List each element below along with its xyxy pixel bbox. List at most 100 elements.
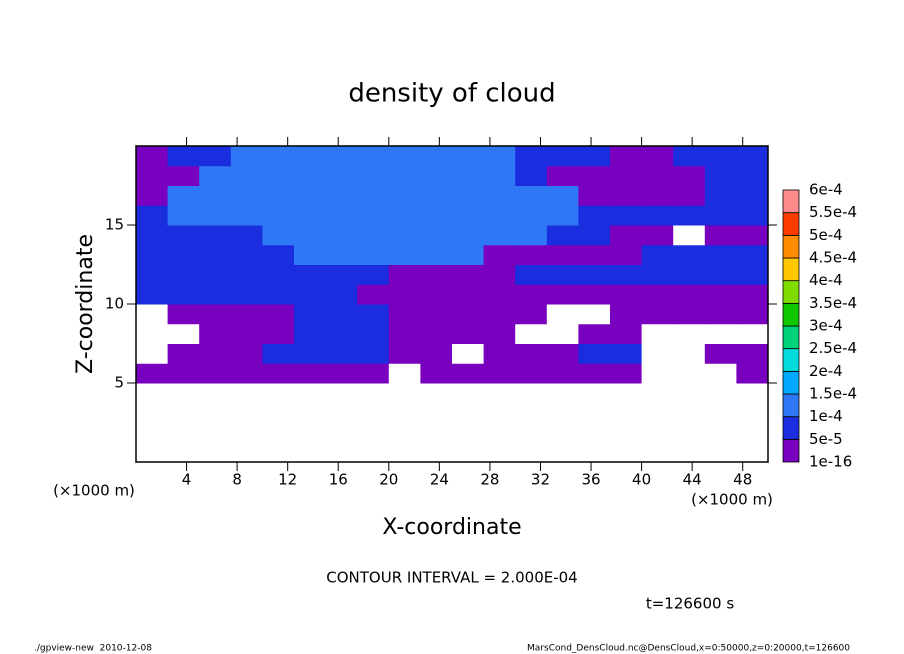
contour-cell [452,165,485,186]
contour-cell [515,146,548,167]
footer-left: ./gpview-new 2010-12-08 [34,644,152,654]
contour-cell [294,165,327,186]
contour-cell [515,165,548,186]
contour-cell [357,165,390,186]
contour-cell [546,343,579,364]
contour-cell [736,442,769,463]
contour-cell [515,422,548,443]
contour-cell [704,422,737,443]
contour-cell [167,343,200,364]
contour-cell [515,323,548,344]
contour-cell [452,185,485,206]
x-tick-label: 24 [430,471,449,489]
contour-cell [546,165,579,186]
contour-cell [483,264,516,285]
contour-cell [230,205,263,226]
contour-cell [641,146,674,167]
contour-cell [736,185,769,206]
contour-cell [452,422,485,443]
contour-cell [610,264,643,285]
contour-cell [578,323,611,344]
contour-cell [167,244,200,265]
contour-cell [294,442,327,463]
contour-cell [610,363,643,384]
x-tick-label: 12 [278,471,297,489]
contour-cell [325,284,358,305]
contour-interval: CONTOUR INTERVAL = 2.000E-04 [326,569,577,587]
contour-cell [357,185,390,206]
contour-cell [136,225,169,246]
colorbar-band [782,325,800,350]
colorbar-label: 4.5e-4 [809,249,857,267]
contour-cell [704,363,737,384]
contour-cell [136,422,169,443]
contour-cell [673,225,706,246]
contour-cell [452,343,485,364]
colorbar-band [782,189,800,214]
contour-cell [230,244,263,265]
contour-cell [199,383,232,404]
contour-cell [515,244,548,265]
contour-cell [704,205,737,226]
contour-cell [578,225,611,246]
colorbar-band [782,348,800,372]
contour-cell [704,304,737,325]
contour-cell [704,442,737,463]
contour-cell [136,383,169,404]
contour-cell [673,165,706,186]
contour-cell [167,165,200,186]
contour-cell [167,402,200,423]
contour-cell [578,165,611,186]
contour-cell [388,442,421,463]
contour-cell [736,383,769,404]
contour-cell [136,146,169,167]
contour-cell [736,264,769,285]
contour-cell [515,205,548,226]
contour-cell [673,205,706,226]
contour-cell [167,264,200,285]
contour-cell [357,146,390,167]
contour-cell [578,422,611,443]
contour-cell [294,244,327,265]
contour-cell [673,343,706,364]
contour-cell [736,165,769,186]
contour-cell [357,304,390,325]
contour-cell [325,343,358,364]
colorbar-label: 5.5e-4 [809,203,857,221]
contour-cell [136,185,169,206]
contour-cell [546,402,579,423]
contour-cell [294,284,327,305]
contour-cell [230,422,263,443]
contour-cell [483,442,516,463]
contour-cell [546,225,579,246]
contour-cell [262,146,295,167]
contour-cell [704,402,737,423]
contour-cell [515,185,548,206]
contour-cell [357,363,390,384]
contour-cell [420,363,453,384]
contour-cell [578,363,611,384]
contour-cell [357,225,390,246]
contour-cell [325,323,358,344]
contour-cell [483,323,516,344]
contour-cell [199,205,232,226]
contour-cell [452,323,485,344]
contour-cell [483,422,516,443]
contour-cell [641,383,674,404]
contour-cell [262,343,295,364]
contour-cell [420,185,453,206]
contour-cell [357,205,390,226]
contour-cell [483,402,516,423]
contour-cell [546,205,579,226]
contour-cell [420,304,453,325]
contour-cell [483,383,516,404]
x-tick-label: 4 [182,471,192,489]
contour-cell [388,323,421,344]
contour-cell [325,244,358,265]
contour-cell [167,205,200,226]
contour-cell [230,402,263,423]
chart-title: density of cloud [348,79,555,109]
contour-cell [388,304,421,325]
contour-cell [673,363,706,384]
contour-cell [357,442,390,463]
